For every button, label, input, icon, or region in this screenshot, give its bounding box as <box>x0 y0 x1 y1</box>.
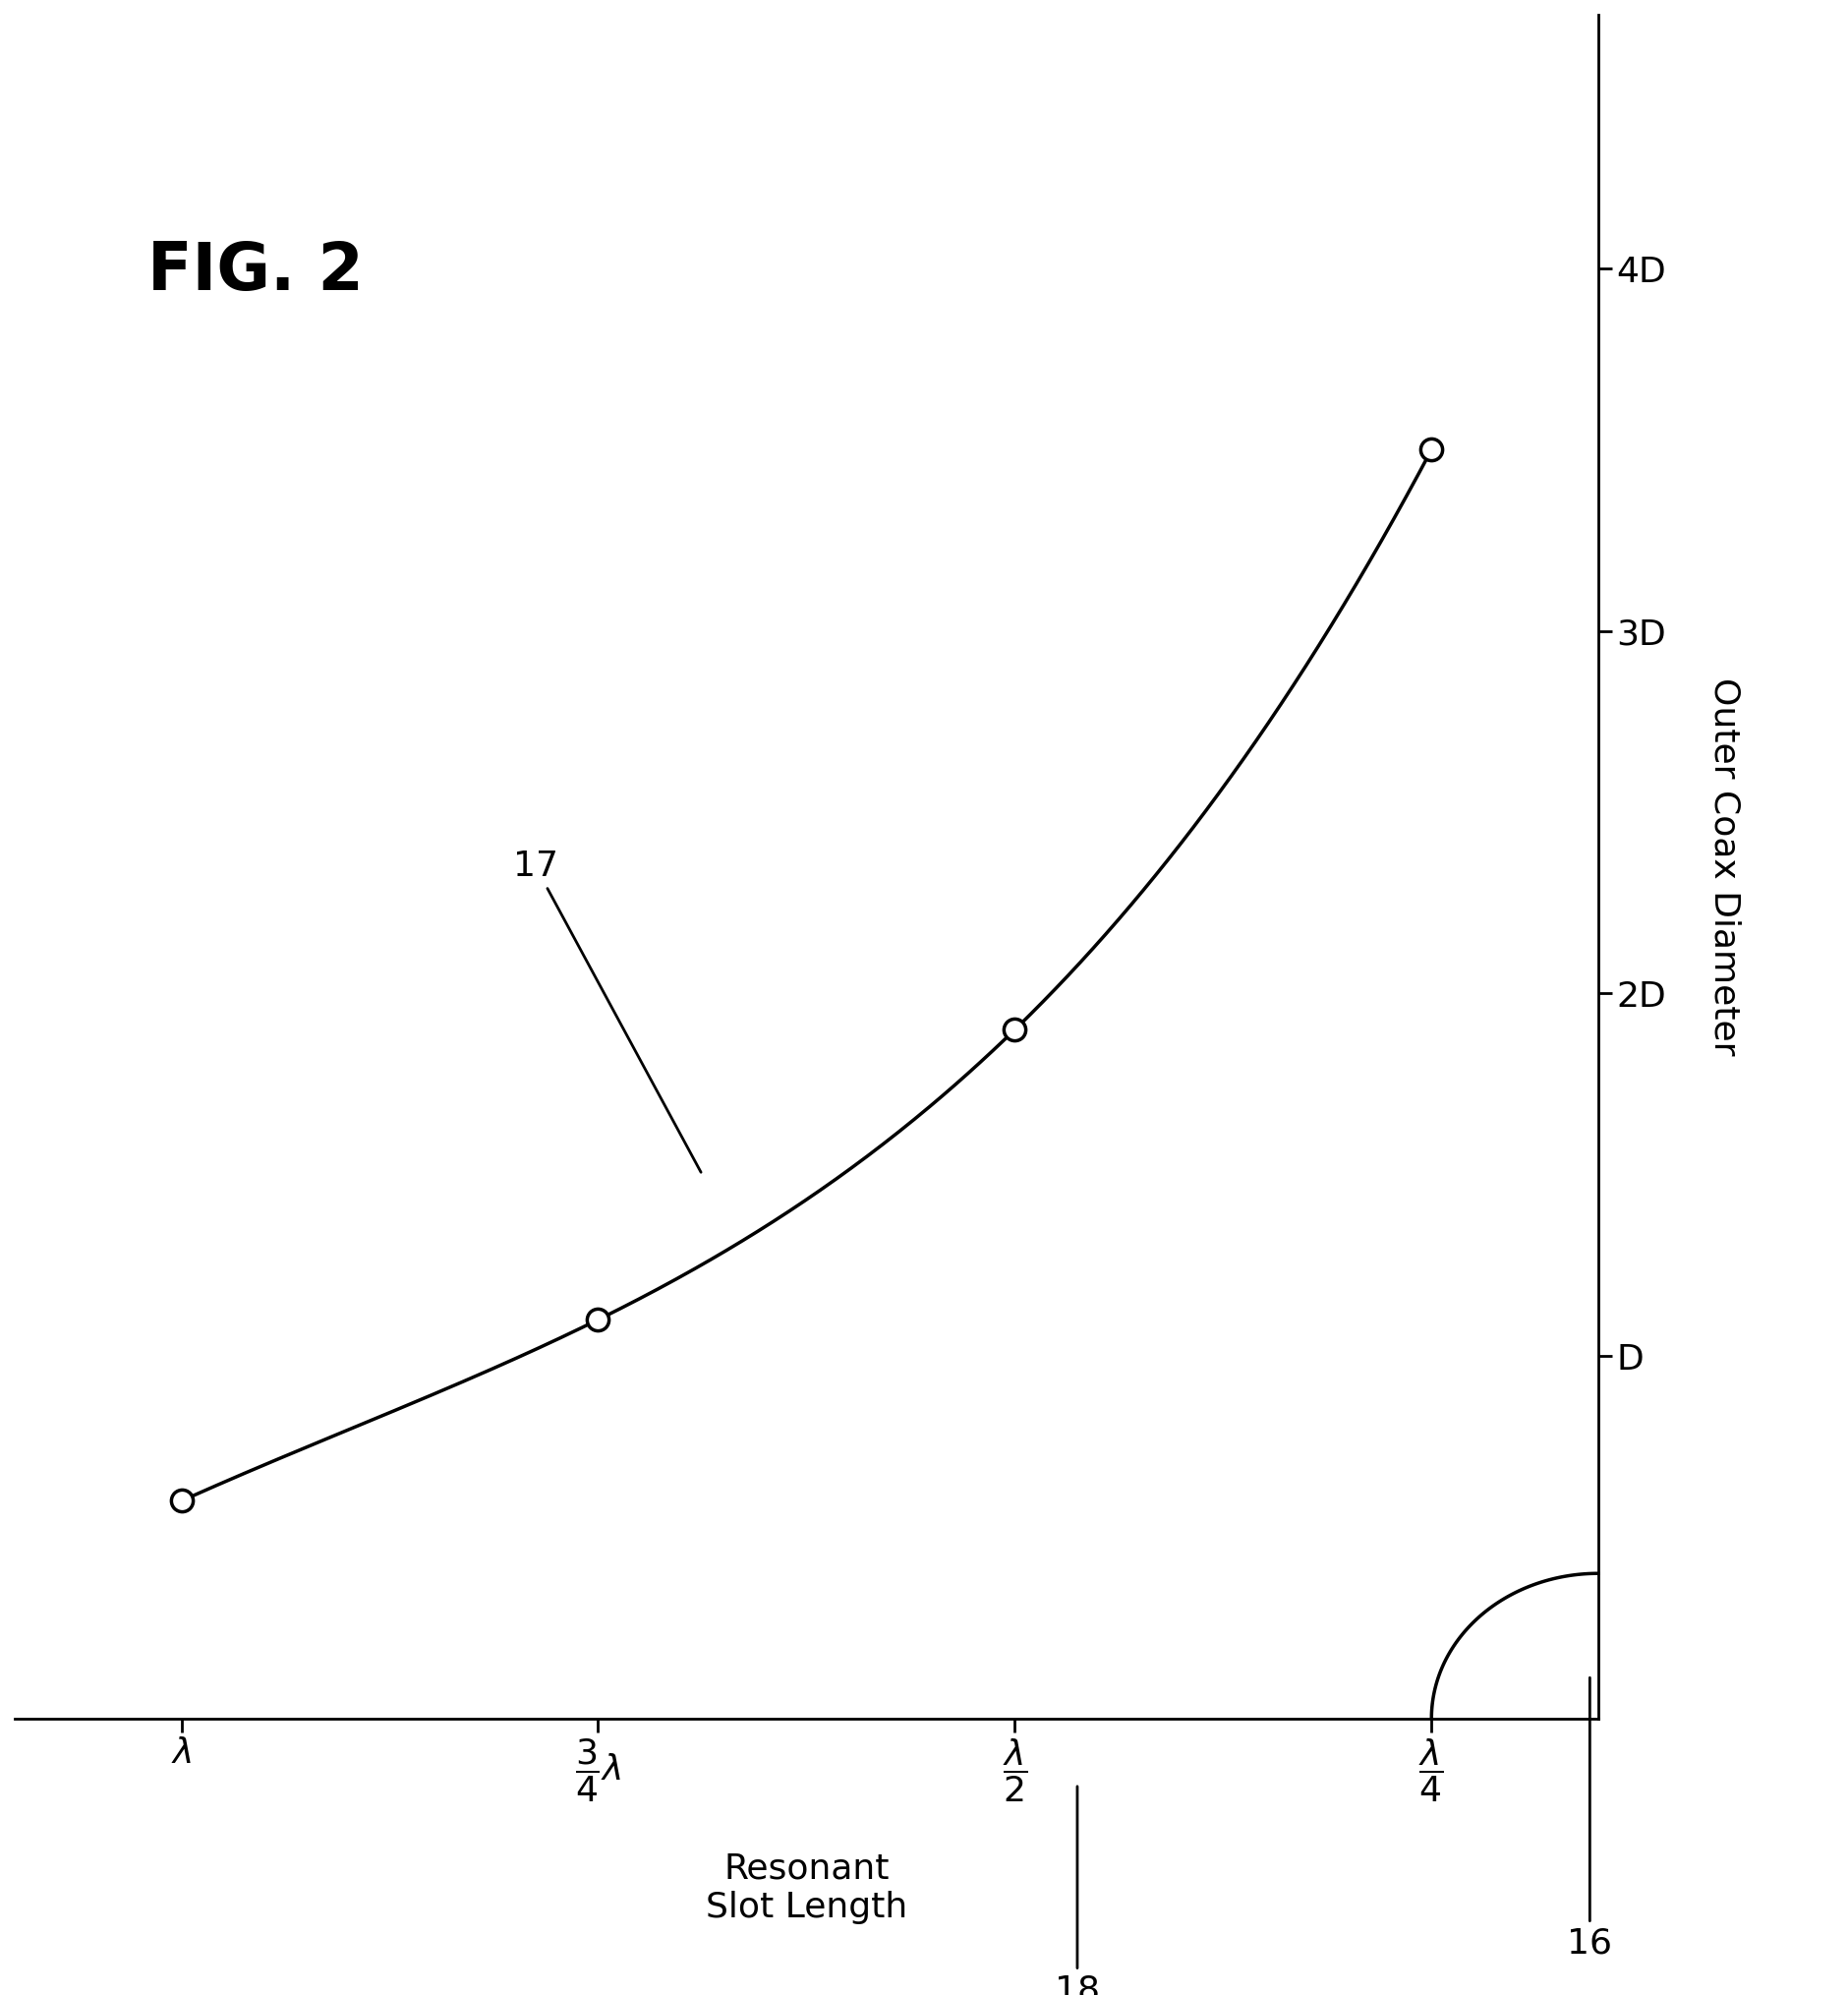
Text: 17: 17 <box>514 850 700 1173</box>
Text: FIG. 2: FIG. 2 <box>148 239 364 305</box>
Y-axis label: Outer Coax Diameter: Outer Coax Diameter <box>1708 678 1741 1055</box>
Text: 16: 16 <box>1567 1678 1613 1959</box>
X-axis label: Resonant
Slot Length: Resonant Slot Length <box>706 1851 907 1923</box>
Text: 18: 18 <box>1055 1786 1100 1995</box>
